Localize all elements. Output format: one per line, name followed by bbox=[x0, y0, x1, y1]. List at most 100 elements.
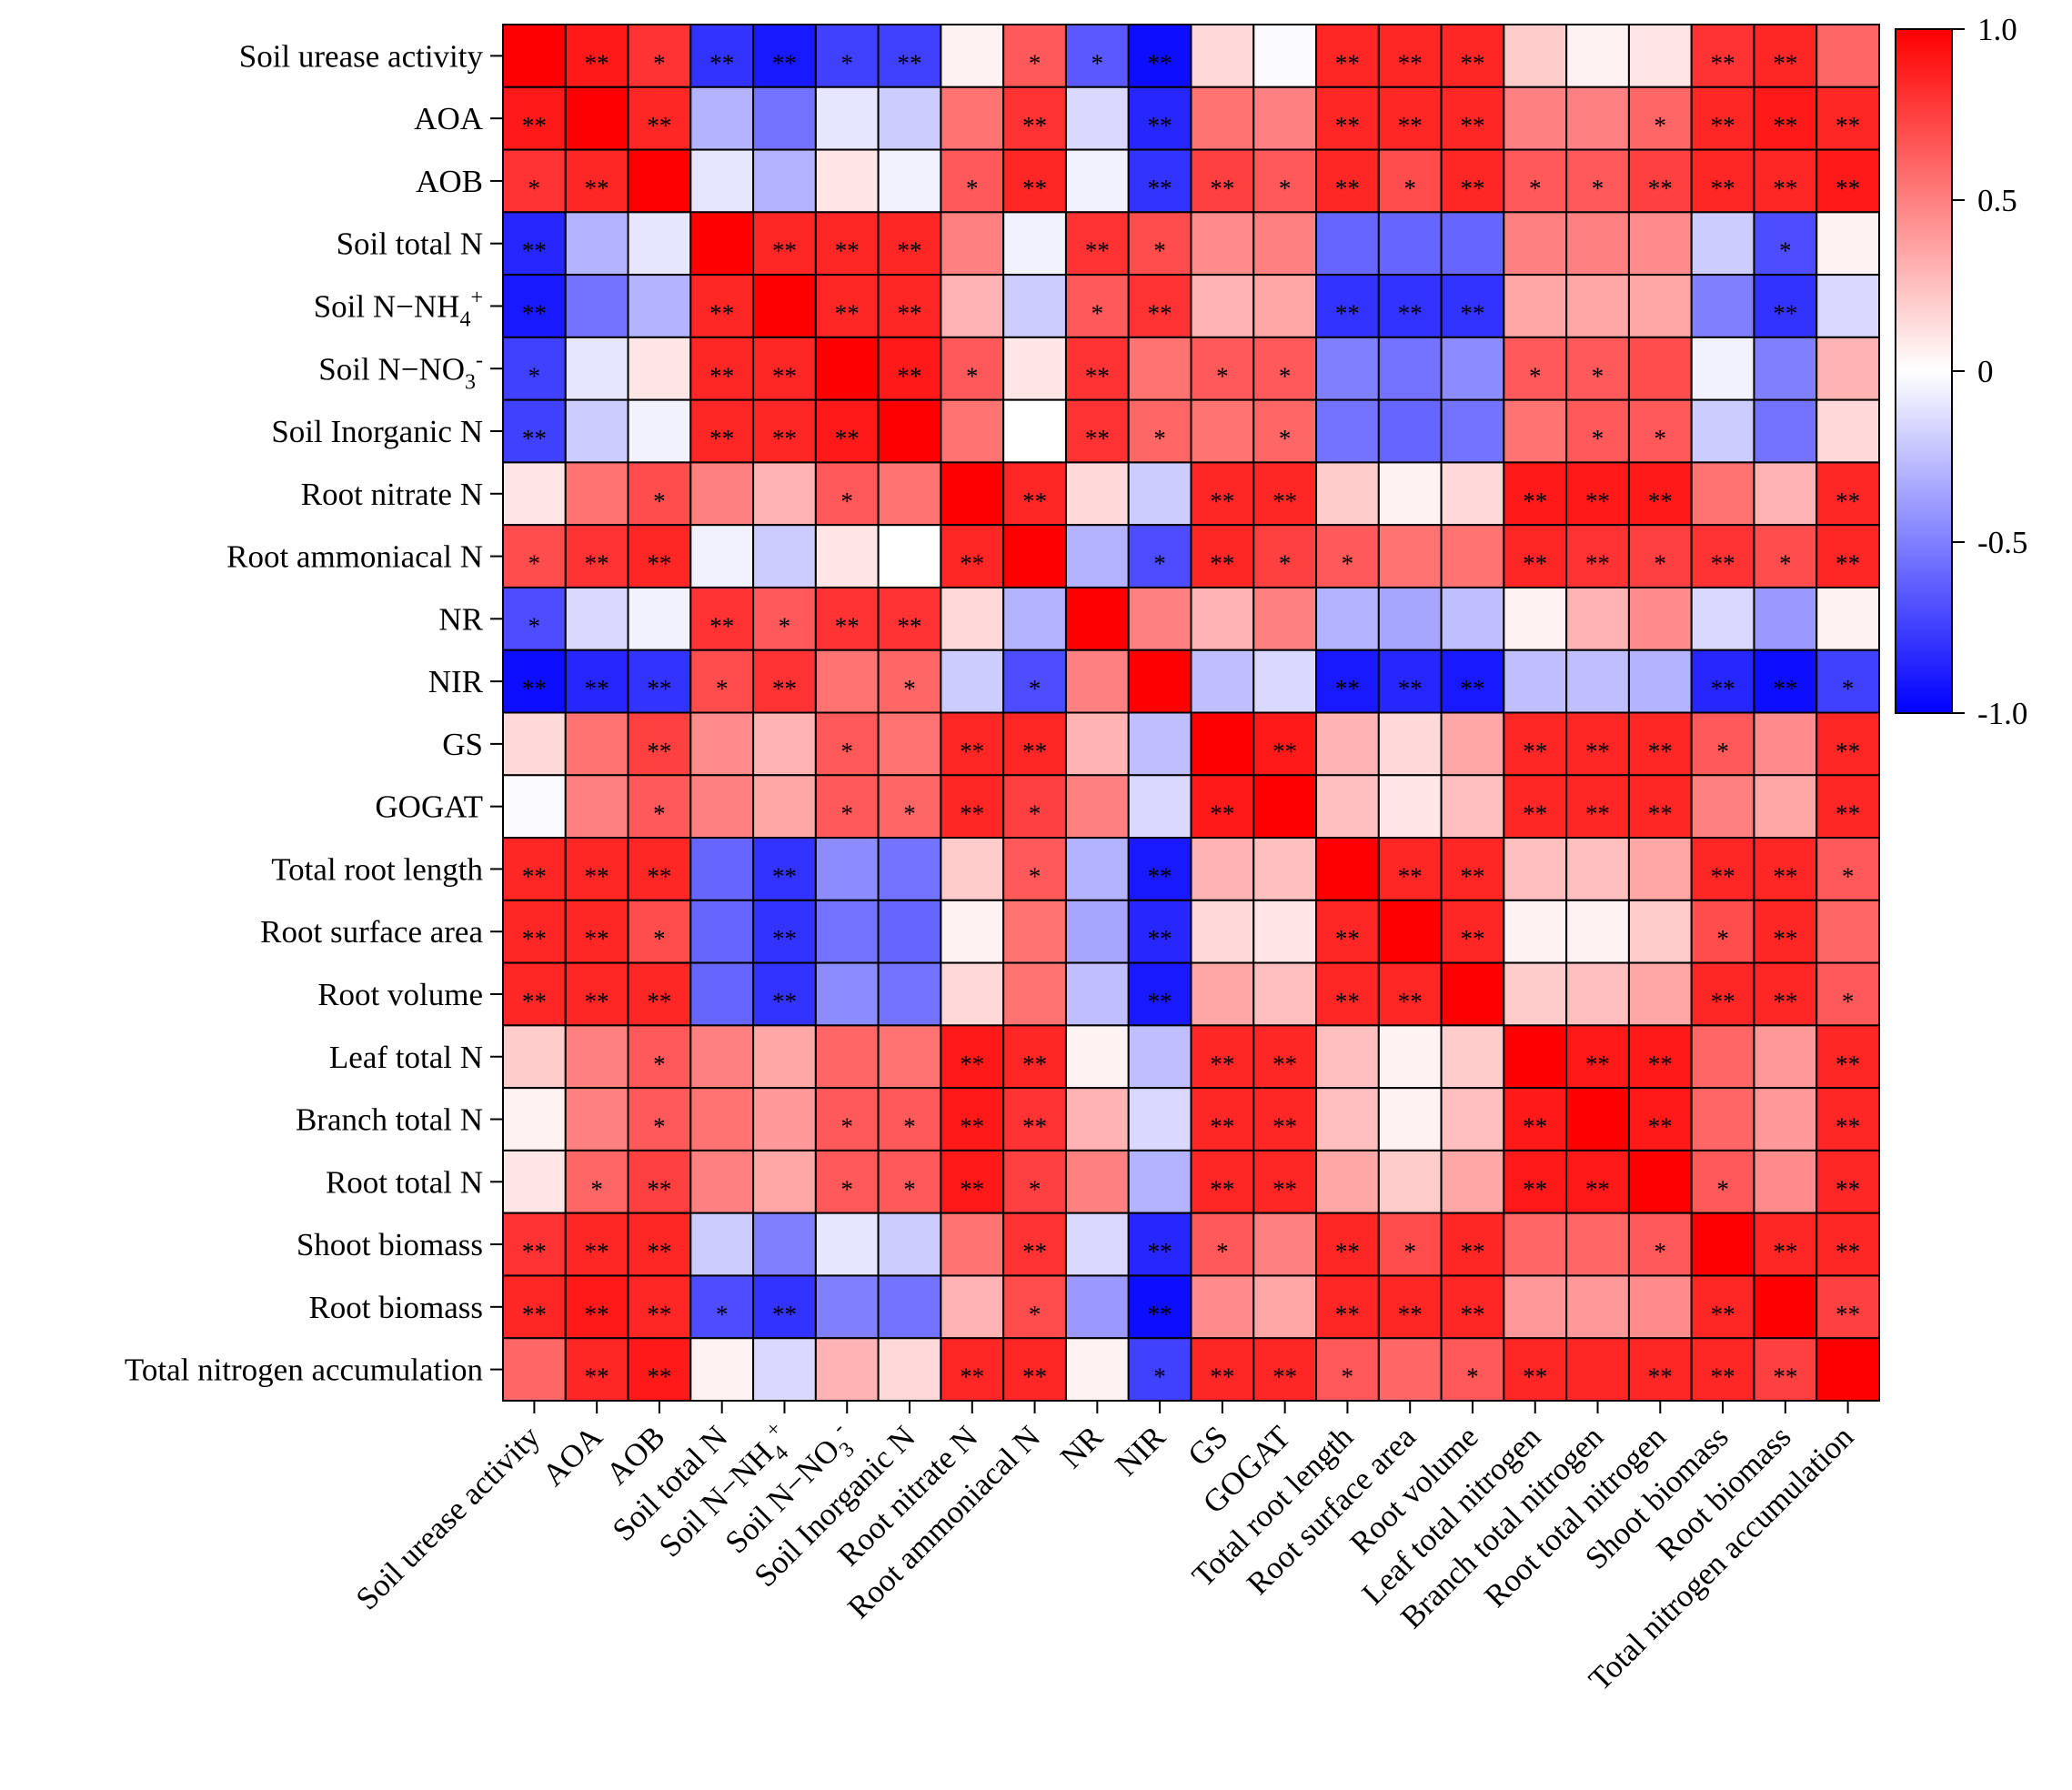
heatmap-cell bbox=[502, 774, 567, 840]
significance-marker: ** bbox=[898, 299, 922, 327]
heatmap-cell bbox=[1440, 774, 1505, 840]
significance-marker: ** bbox=[1022, 175, 1047, 202]
heatmap-cell bbox=[1252, 398, 1318, 464]
heatmap-cell bbox=[1503, 1274, 1568, 1340]
heatmap-cell bbox=[1377, 1212, 1443, 1277]
heatmap-cell bbox=[627, 961, 692, 1027]
significance-marker: ** bbox=[1648, 175, 1673, 202]
heatmap-cell bbox=[627, 461, 692, 527]
heatmap-cell bbox=[814, 586, 880, 651]
heatmap-cell bbox=[689, 1024, 755, 1090]
heatmap-cell bbox=[1627, 524, 1693, 588]
heatmap-cell bbox=[1002, 586, 1067, 651]
heatmap-cell bbox=[1690, 1149, 1755, 1214]
significance-marker: ** bbox=[1523, 800, 1547, 828]
column-label-aoa: AOA bbox=[536, 1419, 610, 1493]
row-label-text: Soil N−NO bbox=[318, 351, 465, 387]
heatmap-cell bbox=[877, 961, 942, 1027]
heatmap-cell bbox=[814, 899, 880, 964]
significance-marker: ** bbox=[1836, 112, 1860, 139]
heatmap-cell bbox=[1252, 1024, 1318, 1090]
heatmap-cell bbox=[1440, 524, 1505, 588]
heatmap-cell bbox=[940, 211, 1005, 277]
heatmap-cell bbox=[814, 274, 880, 338]
significance-marker: ** bbox=[1210, 488, 1234, 515]
heatmap-cell bbox=[502, 1337, 567, 1403]
significance-marker: ** bbox=[772, 425, 797, 452]
column-label-nir: NIR bbox=[1109, 1419, 1173, 1483]
significance-marker: ** bbox=[1085, 362, 1110, 389]
heatmap-cell bbox=[1064, 85, 1130, 151]
heatmap-cell bbox=[940, 774, 1005, 840]
significance-marker: ** bbox=[585, 550, 609, 578]
significance-marker: ** bbox=[898, 237, 922, 265]
heatmap-cell bbox=[814, 711, 880, 777]
significance-marker: * bbox=[1466, 1363, 1479, 1391]
significance-marker: ** bbox=[585, 49, 609, 76]
heatmap-cell bbox=[1002, 336, 1067, 401]
heatmap-cell bbox=[1565, 336, 1630, 401]
significance-marker: ** bbox=[1022, 1363, 1047, 1391]
heatmap-cell bbox=[752, 711, 817, 777]
heatmap-cell bbox=[877, 24, 942, 88]
heatmap-cell bbox=[877, 211, 942, 277]
heatmap-cell bbox=[564, 711, 629, 777]
heatmap-cell bbox=[814, 336, 880, 401]
heatmap-cell bbox=[752, 524, 817, 588]
significance-marker: ** bbox=[1022, 738, 1047, 765]
column-label-nr: NR bbox=[1053, 1419, 1110, 1475]
significance-marker: ** bbox=[522, 299, 547, 327]
heatmap-cell bbox=[1627, 649, 1693, 714]
heatmap-cell bbox=[1127, 274, 1192, 338]
heatmap-cell bbox=[1565, 24, 1630, 88]
significance-marker: ** bbox=[647, 1301, 671, 1328]
row-label-nir: NIR bbox=[428, 664, 484, 699]
row-label-text: GOGAT bbox=[375, 789, 483, 825]
heatmap-cell bbox=[1627, 899, 1693, 964]
heatmap-cell bbox=[814, 649, 880, 714]
heatmap-cell bbox=[1064, 1149, 1130, 1214]
heatmap-cell bbox=[1565, 398, 1630, 464]
heatmap-cell bbox=[1377, 398, 1443, 464]
heatmap-cell bbox=[1315, 211, 1380, 277]
significance-marker: ** bbox=[1398, 862, 1423, 890]
heatmap-cell bbox=[877, 1087, 942, 1151]
heatmap-cell bbox=[1002, 899, 1067, 964]
heatmap-cell bbox=[1503, 24, 1568, 88]
heatmap-cell bbox=[752, 837, 817, 901]
heatmap-cell bbox=[1503, 1149, 1568, 1214]
heatmap-cell bbox=[1440, 899, 1505, 964]
row-label-text: Soil Inorganic N bbox=[271, 414, 483, 449]
significance-marker: ** bbox=[1272, 1175, 1297, 1202]
significance-marker: ** bbox=[1836, 1175, 1860, 1202]
heatmap-cell bbox=[940, 1149, 1005, 1214]
column-label-text: NIR bbox=[1109, 1419, 1173, 1483]
heatmap-cell bbox=[752, 586, 817, 651]
heatmap-cell bbox=[1252, 899, 1318, 964]
significance-marker: ** bbox=[1148, 1238, 1172, 1265]
row-label-nr: NR bbox=[438, 601, 483, 637]
heatmap-cell bbox=[1565, 899, 1630, 964]
heatmap-cell bbox=[627, 24, 692, 88]
significance-marker: ** bbox=[1773, 112, 1797, 139]
significance-marker: * bbox=[1279, 362, 1292, 389]
significance-marker: ** bbox=[1210, 1175, 1234, 1202]
significance-marker: ** bbox=[647, 675, 671, 702]
significance-marker: ** bbox=[1148, 1301, 1172, 1328]
heatmap-cell bbox=[1127, 586, 1192, 651]
heatmap-cell bbox=[1753, 586, 1818, 651]
significance-marker: * bbox=[903, 1113, 916, 1141]
heatmap-cell bbox=[1565, 274, 1630, 338]
heatmap-cell bbox=[1690, 711, 1755, 777]
heatmap-cell bbox=[1064, 1024, 1130, 1090]
heatmap-cell bbox=[1816, 211, 1881, 277]
heatmap-cell bbox=[502, 24, 567, 88]
heatmap-cell bbox=[1565, 524, 1630, 588]
significance-marker: * bbox=[903, 675, 916, 702]
row-label-subscript: 3 bbox=[465, 370, 476, 394]
significance-marker: ** bbox=[1335, 675, 1360, 702]
heatmap-cell bbox=[689, 1337, 755, 1403]
heatmap-cell bbox=[1315, 1087, 1380, 1151]
heatmap-cell bbox=[1127, 336, 1192, 401]
heatmap-cell bbox=[752, 274, 817, 338]
